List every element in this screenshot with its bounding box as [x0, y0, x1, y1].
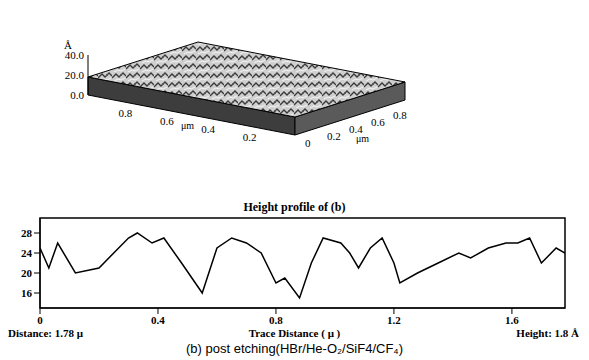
- svg-text:μm: μm: [181, 120, 194, 131]
- svg-text:Å: Å: [64, 39, 72, 51]
- svg-text:0: 0: [305, 137, 311, 149]
- svg-text:0.8: 0.8: [393, 109, 407, 121]
- svg-text:0: 0: [37, 314, 43, 326]
- html-text:Distance: 1.78 μ: Distance: 1.78 μ: [8, 327, 83, 339]
- svg-text:1.6: 1.6: [505, 314, 519, 326]
- svg-text:40.0: 40.0: [64, 49, 84, 61]
- svg-text:0.6: 0.6: [371, 116, 385, 128]
- html-text:Trace Distance ( μ ): Trace Distance ( μ ): [248, 327, 341, 339]
- svg-text:0.4: 0.4: [201, 123, 215, 135]
- svg-text:0.2: 0.2: [243, 131, 257, 143]
- html-text:Height: 1.8 Å: Height: 1.8 Å: [516, 327, 579, 339]
- svg-text:24: 24: [21, 247, 33, 259]
- svg-text:16: 16: [21, 287, 33, 299]
- svg-text:0.2: 0.2: [327, 130, 341, 142]
- html-text:Height profile of (b): Height profile of (b): [243, 200, 346, 214]
- svg-text:1.2: 1.2: [387, 314, 401, 326]
- svg-text:0.0: 0.0: [70, 89, 84, 101]
- svg-text:μm: μm: [356, 133, 369, 144]
- html-text:(b) post etching(HBr/He-O₂/SiF: (b) post etching(HBr/He-O₂/SiF4/CF₄): [186, 341, 403, 356]
- svg-text:20.0: 20.0: [65, 69, 85, 81]
- svg-text:0.4: 0.4: [349, 123, 363, 135]
- svg-text:0.4: 0.4: [151, 314, 165, 326]
- svg-text:20: 20: [21, 267, 33, 279]
- svg-text:0.6: 0.6: [160, 115, 174, 127]
- svg-text:0.8: 0.8: [119, 107, 133, 119]
- svg-text:28: 28: [21, 227, 33, 239]
- svg-text:0.8: 0.8: [269, 314, 283, 326]
